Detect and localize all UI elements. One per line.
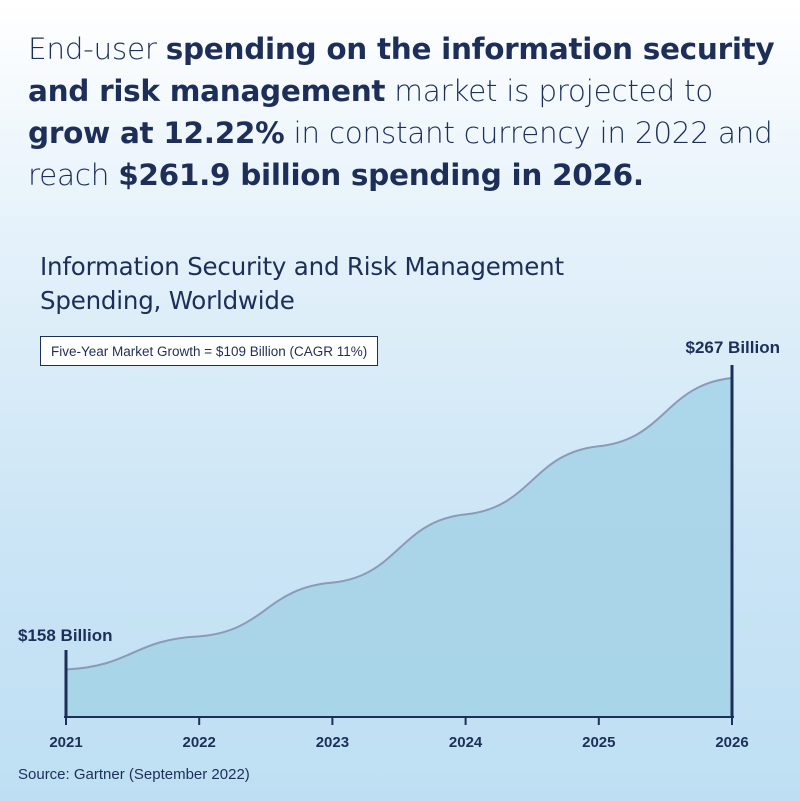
x-tick-label: 2023: [316, 734, 349, 751]
x-tick-label: 2021: [49, 734, 82, 751]
source-note: Source: Gartner (September 2022): [18, 766, 250, 783]
area-series-line: [65, 377, 733, 671]
x-tick-label: 2022: [183, 734, 216, 751]
x-tick-label: 2024: [449, 734, 483, 751]
x-tick-label: 2026: [715, 734, 748, 751]
chart-title: Information Security and Risk Management…: [40, 252, 564, 315]
headline-text-3: in constant currency in 2022 and reach: [28, 116, 773, 192]
data-label-end: $267 Billion: [686, 338, 780, 357]
headline-text-2: market is projected to: [385, 74, 713, 108]
x-tick-label: 2025: [582, 734, 615, 751]
headline-bold-2: grow at 12.22%: [28, 116, 285, 150]
headline-text-1: End-user: [28, 32, 166, 66]
headline-bold-3: $261.9 billion spending in 2026.: [118, 158, 644, 192]
data-label-start: $158 Billion: [18, 626, 112, 645]
growth-annotation: Five-Year Market Growth = $109 Billion (…: [40, 336, 379, 366]
x-ticks: 2021 2022 2023 2024 2025 2026: [49, 717, 749, 751]
headline-bold-1: spending on the information security and…: [28, 32, 775, 108]
headline: End-user spending on the information sec…: [28, 28, 788, 196]
area-series-fill: [66, 378, 732, 717]
